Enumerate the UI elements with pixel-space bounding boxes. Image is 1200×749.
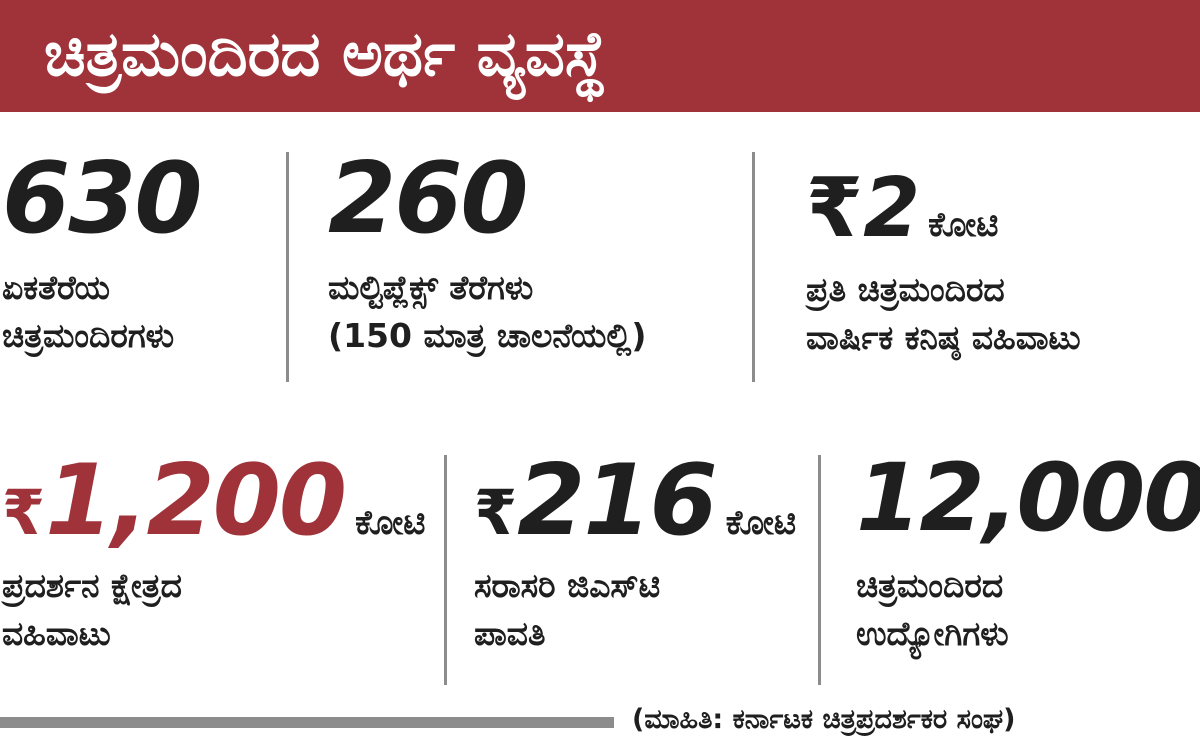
- stat-average-gst: ₹ 216 ಕೋಟಿ ಸರಾಸರಿ ಜಿಎಸ್‌ಟಿ ಪಾವತಿ: [474, 452, 796, 658]
- stat-number: 630: [2, 142, 203, 256]
- stat-unit: ಕೋಟಿ: [725, 503, 797, 543]
- source-credit: (ಮಾಹಿತಿ: ಕರ್ನಾಟಕ ಚಿತ್ರಪ್ರದರ್ಶಕರ ಸಂಘ): [632, 704, 1016, 735]
- stat-label-line1: ಪ್ರತಿ ಚಿತ್ರಮಂದಿರದ: [806, 270, 1005, 309]
- stat-value: 12,000: [856, 452, 1200, 546]
- stat-multiplex-screens: 260 ಮಲ್ಟಿಪ್ಲೆಕ್ಸ್ ತೆರೆಗಳು (150 ಮಾತ್ರ ಚಾಲ…: [328, 150, 646, 360]
- stat-label-line2: ವಾರ್ಷಿಕ ಕನಿಷ್ಠ ವಹಿವಾಟು: [806, 318, 1081, 357]
- stat-label-line1: ಚಿತ್ರಮಂದಿರದ: [856, 566, 1004, 605]
- stat-value: ₹ 216 ಕೋಟಿ: [474, 452, 796, 550]
- stat-single-screen-theatres: 630 ಏಕತೆರೆಯ ಚಿತ್ರಮಂದಿರಗಳು: [2, 142, 203, 360]
- stat-value: 630: [2, 142, 203, 256]
- stat-label-line2: ಪಾವತಿ: [474, 614, 546, 653]
- title-banner: ಚಿತ್ರಮಂದಿರದ ಅರ್ಥ ವ್ಯವಸ್ಥೆ: [0, 0, 1200, 112]
- stat-label-line2: (150 ಮಾತ್ರ ಚಾಲನೆಯಲ್ಲಿ): [328, 316, 647, 355]
- stat-label-line2: ಚಿತ್ರಮಂದಿರಗಳು: [2, 316, 175, 355]
- stat-label-line2: ವಹಿವಾಟು: [2, 614, 111, 653]
- stat-number: 1,200: [45, 444, 347, 558]
- column-divider: [286, 152, 289, 382]
- stat-min-annual-turnover: ₹ 2 ಕೋಟಿ ಪ್ರತಿ ಚಿತ್ರಮಂದಿರದ ವಾರ್ಷಿಕ ಕನಿಷ್…: [806, 168, 1081, 362]
- stat-number: 12,000: [856, 444, 1200, 553]
- stat-value: 260: [328, 150, 646, 248]
- stat-value: ₹ 1,200 ಕೋಟಿ: [2, 452, 425, 550]
- stat-unit: ಕೋಟಿ: [928, 205, 999, 245]
- rupee-symbol: ₹: [806, 161, 863, 256]
- stat-label-line1: ಪ್ರದರ್ಶನ ಕ್ಷೇತ್ರದ: [2, 566, 182, 605]
- stat-label-line1: ಏಕತೆರೆಯ: [2, 268, 111, 307]
- column-divider: [818, 455, 821, 685]
- stat-number: 2: [863, 161, 920, 256]
- stat-label-line1: ಸರಾಸರಿ ಜಿಎಸ್‌ಟಿ: [474, 566, 661, 605]
- column-divider: [444, 455, 447, 685]
- page-title: ಚಿತ್ರಮಂದಿರದ ಅರ್ಥ ವ್ಯವಸ್ಥೆ: [44, 17, 607, 90]
- footer-rule: [0, 717, 614, 728]
- stat-number: 216: [517, 444, 718, 558]
- stat-number: 260: [328, 142, 529, 256]
- column-divider: [752, 152, 755, 382]
- rupee-symbol: ₹: [2, 476, 45, 549]
- stat-label-line2: ಉದ್ಯೋಗಿಗಳು: [856, 614, 1009, 653]
- rupee-symbol: ₹: [474, 476, 517, 549]
- stat-exhibition-turnover: ₹ 1,200 ಕೋಟಿ ಪ್ರದರ್ಶನ ಕ್ಷೇತ್ರದ ವಹಿವಾಟು: [2, 452, 425, 658]
- stat-unit: ಕೋಟಿ: [355, 503, 426, 543]
- stat-value: ₹ 2 ಕೋಟಿ: [806, 168, 1081, 250]
- stat-label-line1: ಮಲ್ಟಿಪ್ಲೆಕ್ಸ್ ತೆರೆಗಳು: [328, 268, 534, 307]
- stat-theatre-employees: 12,000 ಚಿತ್ರಮಂದಿರದ ಉದ್ಯೋಗಿಗಳು: [856, 452, 1200, 658]
